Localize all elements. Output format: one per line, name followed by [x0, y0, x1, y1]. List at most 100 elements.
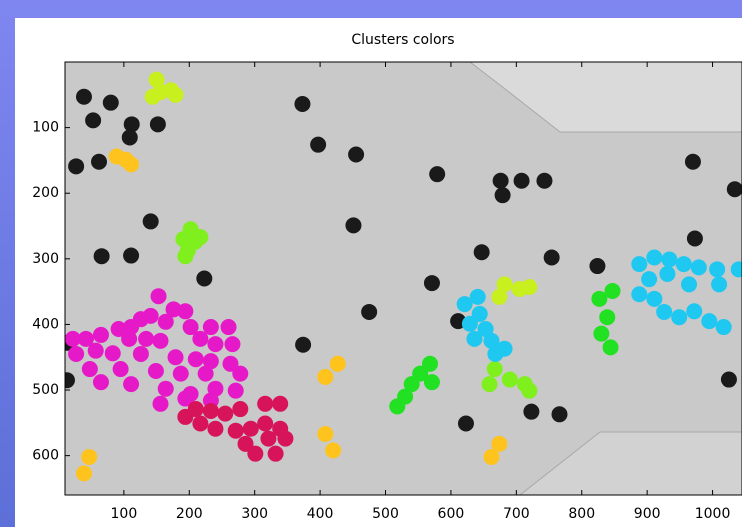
cluster-point [709, 261, 726, 278]
cluster-point [112, 361, 129, 378]
cluster-point [91, 153, 108, 170]
x-tick-label: 200 [176, 506, 203, 522]
cluster-point [591, 290, 608, 307]
cluster-point [604, 282, 621, 299]
cluster-point [543, 249, 560, 266]
cluster-point [671, 309, 688, 326]
cluster-point [602, 339, 619, 356]
cluster-point [589, 258, 606, 275]
cluster-point [491, 288, 508, 305]
cluster-point [429, 166, 446, 183]
cluster-point [202, 319, 219, 336]
cluster-point [423, 275, 440, 292]
cluster-point [494, 187, 511, 204]
cluster-point [536, 172, 553, 189]
cluster-point [150, 288, 167, 305]
cluster-point [711, 276, 728, 293]
cluster-point [317, 425, 334, 442]
cluster-point [232, 365, 249, 382]
cluster-point [310, 136, 327, 153]
cluster-point [165, 301, 182, 318]
cluster-point [726, 181, 742, 198]
cluster-point [646, 249, 663, 266]
y-tick-label: 500 [32, 382, 59, 398]
cluster-point [232, 401, 249, 418]
cluster-point [148, 71, 165, 88]
cluster-point [65, 330, 81, 347]
cluster-point [466, 330, 483, 347]
cluster-point [461, 315, 478, 332]
cluster-point [157, 313, 174, 330]
cluster-point [295, 336, 312, 353]
cluster-point [631, 256, 648, 273]
cluster-point [75, 465, 92, 482]
cluster-point [192, 229, 209, 246]
cluster-point [457, 415, 474, 432]
cluster-point [730, 261, 742, 278]
cluster-point [469, 288, 486, 305]
cluster-point [123, 319, 140, 336]
cluster-point [222, 355, 239, 372]
cluster-point [138, 330, 155, 347]
cluster-point [144, 88, 161, 105]
cluster-point [690, 259, 707, 276]
cluster-point [389, 398, 406, 415]
cluster-point [220, 319, 237, 336]
cluster-point [147, 363, 164, 380]
cluster-point [102, 94, 119, 111]
cluster-point [227, 422, 244, 439]
cluster-point [92, 374, 109, 391]
cluster-point [403, 376, 420, 393]
cluster-point [93, 248, 110, 265]
background-image [65, 62, 742, 495]
cluster-point [267, 445, 284, 462]
cluster-point [456, 296, 473, 313]
cluster-point [177, 248, 194, 265]
cluster-point [123, 247, 140, 264]
cluster-point [177, 408, 194, 425]
cluster-point [593, 325, 610, 342]
cluster-point [421, 355, 438, 372]
cluster-point [132, 345, 149, 362]
cluster-point [257, 415, 274, 432]
cluster-point [123, 376, 140, 393]
cluster-point [172, 365, 189, 382]
cluster-point [715, 319, 732, 336]
x-tick-label: 500 [372, 506, 399, 522]
x-tick-label: 100 [111, 506, 138, 522]
cluster-point [77, 330, 94, 347]
cluster-point [237, 435, 254, 452]
cluster-point [523, 403, 540, 420]
cluster-point [521, 382, 538, 399]
x-tick-label: 1000 [695, 506, 731, 522]
cluster-point [85, 112, 102, 129]
cluster-point [675, 256, 692, 273]
y-tick-label: 600 [32, 448, 59, 464]
cluster-point [142, 213, 159, 230]
cluster-point [207, 420, 224, 437]
cluster-point [92, 326, 109, 343]
cluster-point [521, 279, 538, 296]
cluster-point [152, 395, 169, 412]
cluster-point [197, 365, 214, 382]
cluster-point [481, 376, 498, 393]
cluster-point [257, 395, 274, 412]
cluster-point [207, 336, 224, 353]
cluster-point [348, 146, 365, 163]
cluster-point [157, 380, 174, 397]
cluster-point [473, 244, 490, 261]
cluster-point [247, 445, 264, 462]
cluster-point [681, 276, 698, 293]
cluster-point [123, 156, 140, 173]
cluster-point [686, 230, 703, 247]
x-tick-label: 900 [634, 506, 661, 522]
cluster-point [121, 330, 138, 347]
cluster-point [294, 95, 311, 112]
cluster-point [110, 321, 127, 338]
cluster-point [659, 265, 676, 282]
cluster-point [496, 276, 513, 293]
cluster-point [177, 390, 194, 407]
cluster-point [192, 415, 209, 432]
cluster-point [121, 129, 138, 146]
